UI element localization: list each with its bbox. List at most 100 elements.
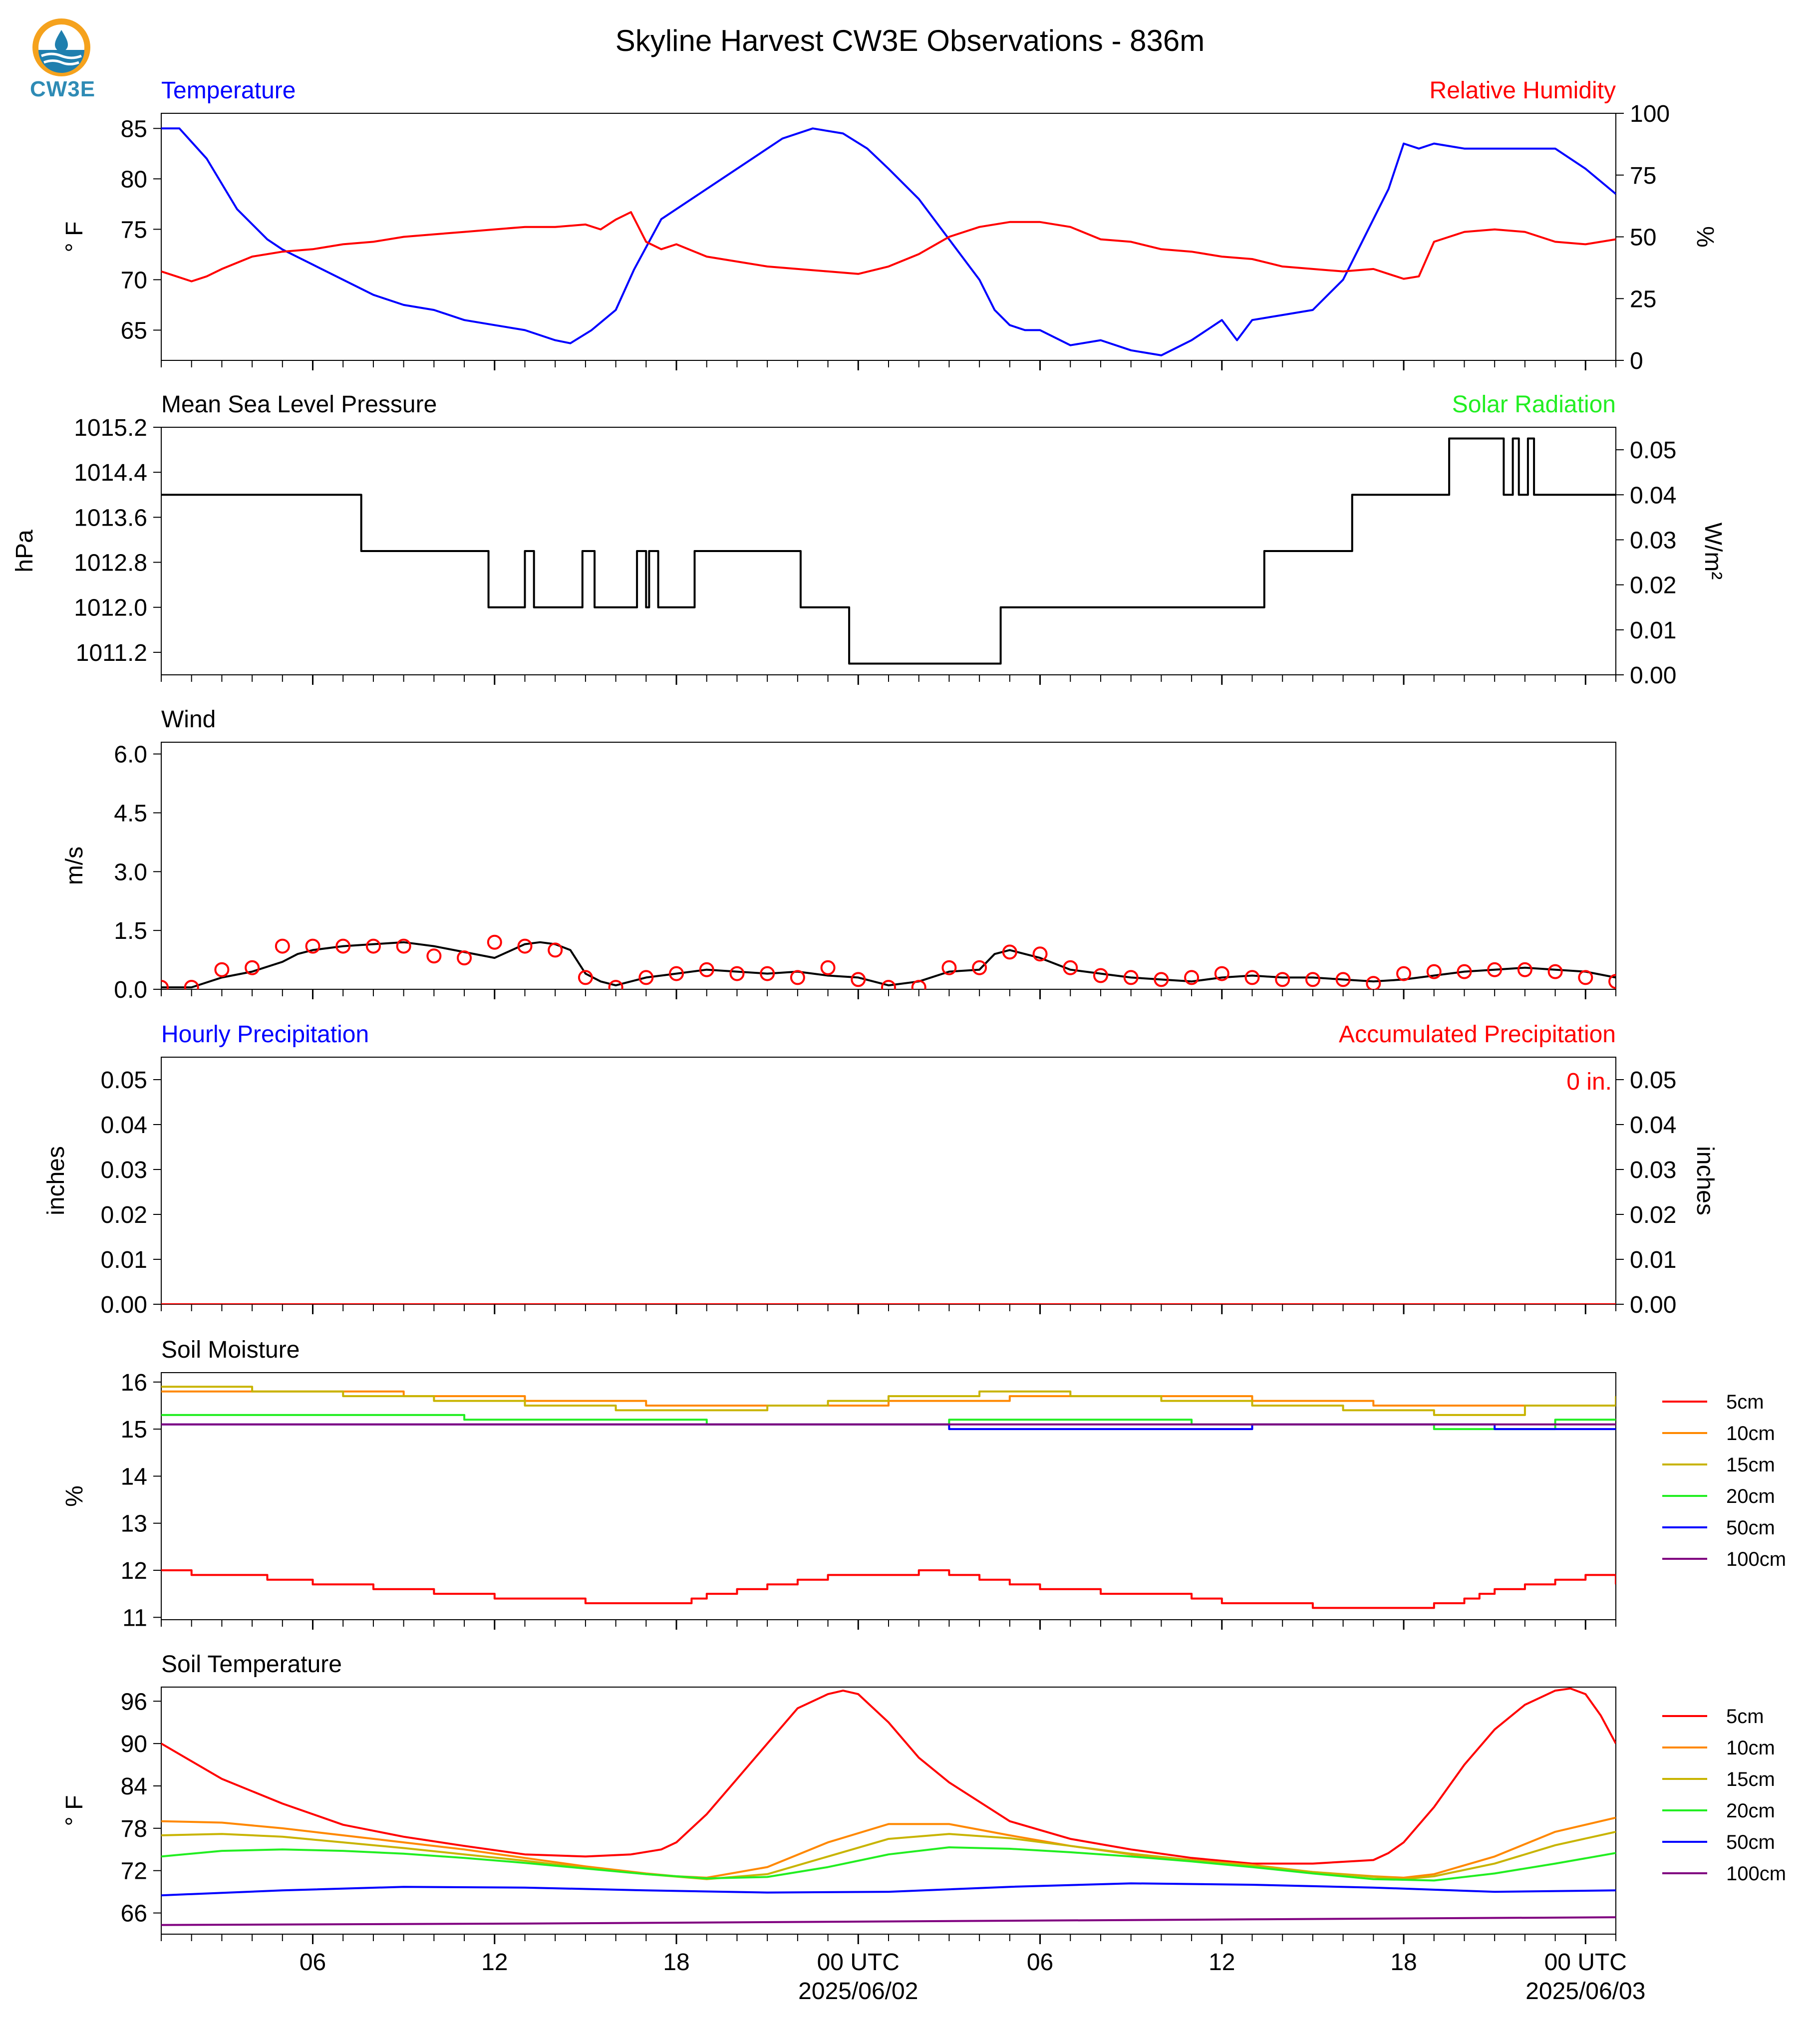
y-tick-label: 0.00 [101, 1292, 147, 1318]
y-tick-label-right: 0.05 [1630, 437, 1676, 464]
y-tick-label-right: 0.04 [1630, 1112, 1676, 1139]
y-tick-label: 75 [121, 217, 147, 243]
legend-label: 10cm [1726, 1423, 1775, 1445]
y-tick-label: 1.5 [114, 918, 147, 944]
panel-title-left: Soil Temperature [161, 1651, 342, 1678]
x-date-label: 2025/06/02 [798, 1978, 918, 2005]
series-gust-point [1547, 964, 1563, 979]
y-tick-label: 1015.2 [74, 415, 147, 441]
x-tick-label: 06 [1027, 1949, 1053, 1976]
y-tick-label-right: 0.02 [1630, 573, 1676, 599]
series-5cm-line [161, 1687, 1616, 1865]
y-tick-label: 85 [121, 116, 147, 142]
cw3e-logo-icon [32, 18, 90, 76]
series-gust-point [426, 948, 442, 964]
series-gust-point [1275, 972, 1290, 987]
y-tick-label: 13 [121, 1511, 147, 1537]
series-gust-point [638, 970, 654, 985]
legend-label: 20cm [1726, 1800, 1775, 1822]
series-gust-point [184, 980, 199, 989]
series-gust-point [1123, 970, 1139, 985]
x-tick-label: 00 UTC [1544, 1949, 1627, 1976]
series-gust-point [245, 960, 260, 975]
x-date-label: 2025/06/03 [1525, 1978, 1645, 2005]
panels: Temperature Relative Humidity 65 70 75 80 85 0 2… [11, 77, 1786, 2005]
panel-3: Wind 0.0 1.5 3.0 4.5 6.0 m/s [61, 706, 1616, 1003]
series-15cm-line [161, 1386, 1616, 1416]
y-tick-label: 3.0 [114, 859, 147, 885]
y-tick-label-right: 0.01 [1630, 1247, 1676, 1273]
y-tick-label: 1011.2 [76, 640, 147, 666]
y-axis-label-right: inches [1692, 1146, 1718, 1215]
series-gust-point [1305, 972, 1320, 987]
x-tick-label: 12 [481, 1949, 508, 1976]
series-20cm-line [161, 1414, 1616, 1431]
plot-frame [161, 742, 1616, 990]
legend-label: 20cm [1726, 1485, 1775, 1507]
y-tick-label: 70 [121, 267, 147, 293]
panel-title-left: Mean Sea Level Pressure [161, 391, 437, 418]
series-gust-point [365, 938, 381, 954]
series-gust-point [1366, 976, 1381, 989]
y-tick-label: 0.05 [101, 1067, 147, 1094]
y-tick-label-right: 100 [1630, 101, 1670, 127]
series-gust-point [1063, 960, 1078, 975]
series-gust-point [517, 938, 533, 954]
series-gust-point [1032, 946, 1048, 962]
series-gust-point [548, 942, 563, 958]
panel-title-right: Solar Radiation [1452, 391, 1616, 418]
y-tick-label: 1012.8 [74, 550, 147, 577]
series-gust-point [699, 962, 714, 977]
series-gust-point [851, 972, 866, 987]
figure-title: Skyline Harvest CW3E Observations - 836m [615, 24, 1205, 57]
plot-frame [161, 113, 1616, 361]
panel-2: Mean Sea Level Pressure Solar Radiation 10… [11, 391, 1726, 689]
y-tick-label: 72 [121, 1858, 147, 1885]
legend-label: 50cm [1726, 1831, 1775, 1853]
legend: 5cm 10cm 15cm 20cm 50cm 100cm [1662, 1706, 1786, 1885]
y-axis-label: m/s [61, 847, 88, 885]
series-gust-point [941, 960, 957, 975]
y-tick-label: 12 [121, 1558, 147, 1584]
series-gust-point [881, 980, 896, 989]
y-tick-label: 0.04 [101, 1112, 147, 1139]
panel-title-left: Wind [161, 706, 216, 733]
series-gust-point [335, 938, 351, 954]
y-axis-label: ° F [61, 222, 88, 253]
x-tick-label: 12 [1209, 1949, 1235, 1976]
series-gust-point [161, 980, 169, 989]
series-gust-point [790, 970, 805, 985]
y-axis-label: % [61, 1485, 88, 1507]
series-gust-point [1457, 964, 1472, 979]
panel-4: Hourly Precipitation Accumulated Precipit… [43, 1021, 1718, 1318]
series-gust-point [1608, 974, 1616, 989]
legend-label: 50cm [1726, 1517, 1775, 1539]
series-gust-point [275, 938, 290, 954]
y-tick-label-right: 0 [1630, 348, 1643, 374]
legend: 5cm 10cm 15cm 20cm 50cm 100cm [1662, 1391, 1786, 1570]
panel-1: Temperature Relative Humidity 65 70 75 80 85 0 2… [61, 77, 1718, 374]
series-group [161, 127, 1616, 356]
series-100cm-line [161, 1916, 1616, 1926]
series-gust-point [457, 950, 472, 966]
cw3e-logo [24, 15, 99, 105]
y-tick-label-right: 0.01 [1630, 617, 1676, 644]
y-tick-label: 0.01 [101, 1247, 147, 1273]
y-tick-label: 80 [121, 166, 147, 193]
y-tick-label-right: 0.02 [1630, 1202, 1676, 1228]
series-gust-point [396, 938, 411, 954]
y-tick-label: 65 [121, 317, 147, 344]
y-tick-label-right: 25 [1630, 286, 1656, 312]
y-axis-label-right: % [1692, 226, 1718, 248]
x-tick-label: 18 [663, 1949, 689, 1976]
y-tick-label-right: 0.03 [1630, 527, 1676, 554]
series-gust-point [729, 966, 745, 981]
x-tick-label: 06 [300, 1949, 326, 1976]
series-relative-humidity-line [161, 211, 1616, 283]
series-group [161, 934, 1616, 989]
legend-label: 10cm [1726, 1737, 1775, 1759]
series-group [161, 1386, 1616, 1609]
y-tick-label-right: 0.03 [1630, 1157, 1676, 1183]
y-tick-label: 66 [121, 1901, 147, 1927]
